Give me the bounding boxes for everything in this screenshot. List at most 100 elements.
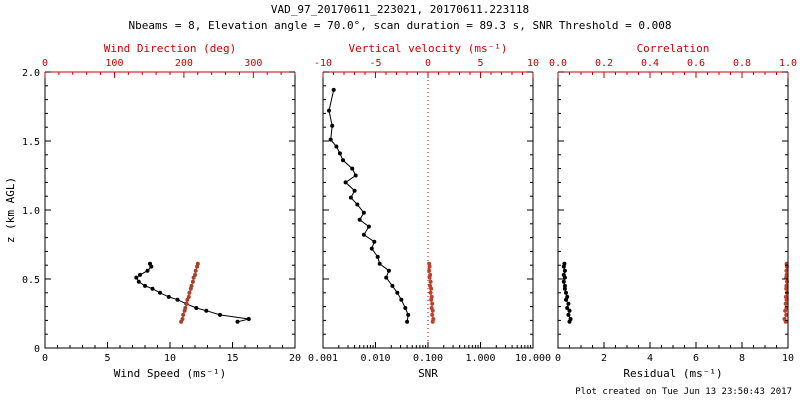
residual-marker [565,294,570,299]
plot-title: VAD_97_20170611_223021, 20170611.223118 [270,3,530,16]
wind-speed-marker [143,283,147,288]
wind-speed-marker [218,312,222,317]
top-tick-label: 0.4 [641,58,659,69]
wind-direction-marker [193,272,197,277]
top-tick-label: 0.2 [595,58,613,69]
snr-marker [390,283,395,288]
top-tick-label: 100 [105,58,123,69]
vertical-velocity-marker [429,306,434,310]
wind-direction-series [179,261,200,324]
snr-marker [353,173,358,178]
snr-marker [334,144,339,149]
plot-footer: Plot created on Tue Jun 13 23:50:43 2017 [575,387,792,397]
snr-marker [341,158,345,163]
top-tick-label: -10 [314,58,332,69]
top-tick-label: 0.0 [549,58,567,69]
residual-marker [562,268,567,273]
bottom-axis: 0.001 0.010 0.100 1.000 10.000 SNR [308,342,551,380]
snr-marker [327,108,331,113]
axes-box [557,72,789,349]
snr-marker [366,224,371,229]
residual-series [561,261,573,324]
snr-marker [386,268,391,273]
plot-subtitle: Nbeams = 8, Elevation angle = 70.0°, sca… [128,19,672,32]
top-tick-label: 0.6 [687,58,705,69]
residual-marker [565,306,570,310]
axes-box [44,72,296,349]
top-tick-label: 10 [527,58,539,69]
wind-direction-marker [190,279,195,284]
wind-speed-marker [204,308,209,313]
top-tick-label: 200 [175,58,193,69]
residual-marker [561,272,566,277]
bottom-tick-label: 2 [601,353,607,364]
top-tick-label: 1.0 [779,58,797,69]
snr-series [327,87,411,324]
wind-direction-marker [181,312,186,317]
bottom-axis: 0 2 4 6 8 10 Residual (ms⁻¹) [555,342,794,380]
wind-speed-marker [158,290,162,295]
wind-speed-marker [194,306,199,310]
bottom-tick-label: 20 [289,353,301,364]
vertical-velocity-marker [430,312,435,317]
snr-marker [375,254,380,259]
y-tick-label: 0.5 [22,275,40,286]
wind-direction-marker [180,317,185,321]
snr-marker [361,210,366,215]
residual-marker [567,308,572,313]
snr-marker [330,123,335,128]
bottom-tick-label: 5 [104,353,110,364]
residual-marker [566,301,571,306]
bottom-tick-label: 8 [739,353,745,364]
top-axis: 0 100 200 300 Wind Direction (deg) [42,42,296,78]
bottom-tick-label: 4 [647,353,653,364]
bottom-tick-label: 1.000 [465,353,495,364]
snr-panel: 0.001 0.010 0.100 1.000 10.000 SNR -10 -5 0 5 10 Ve… [308,42,551,380]
wind-direction-marker [195,261,200,266]
y-tick-label: 1.5 [22,137,40,148]
snr-marker [372,239,377,244]
top-axis: -10 -5 0 5 10 Vertical velocity (ms⁻¹) [314,42,539,78]
vertical-velocity-marker [430,301,435,306]
snr-marker [337,151,342,156]
residual-marker [562,283,567,288]
y-tick-label: 1.0 [22,206,40,217]
bottom-axis-label: Residual (ms⁻¹) [623,367,722,380]
snr-marker [331,87,336,92]
snr-marker [406,312,411,317]
snr-marker [384,275,389,280]
top-tick-label: 5 [477,58,483,69]
y-axis [558,71,788,349]
vertical-velocity-series [427,261,436,324]
y-axis: 0 0.5 1.0 1.5 2.0 [22,68,295,355]
wind-speed-marker [134,275,139,280]
bottom-tick-label: 0.010 [360,353,390,364]
snr-marker [403,306,408,310]
residual-marker [562,286,567,291]
bottom-tick-label: 0 [555,353,561,364]
top-axis-label: Correlation [637,42,710,55]
wind-direction-marker [184,301,189,306]
wind-direction-marker [187,290,192,295]
correlation-marker [784,268,789,273]
top-tick-label: 300 [244,58,262,69]
correlation-marker [784,312,789,317]
wind-speed-marker [175,297,180,302]
top-axis-label: Wind Direction (deg) [104,42,236,55]
snr-marker [348,195,353,200]
wind-speed-marker [136,279,141,284]
vertical-velocity-marker [431,317,436,321]
top-tick-label: 0 [42,58,48,69]
vertical-velocity-marker [428,279,433,284]
wind-speed-marker [145,268,150,273]
vertical-velocity-marker [428,283,433,288]
correlation-marker [783,301,788,306]
bottom-tick-label: 0 [42,353,48,364]
snr-marker [399,297,404,302]
wind-speed-marker [138,272,142,277]
correlation-marker [783,294,788,299]
bottom-tick-label: 6 [693,353,699,364]
vertical-velocity-marker [427,261,432,266]
